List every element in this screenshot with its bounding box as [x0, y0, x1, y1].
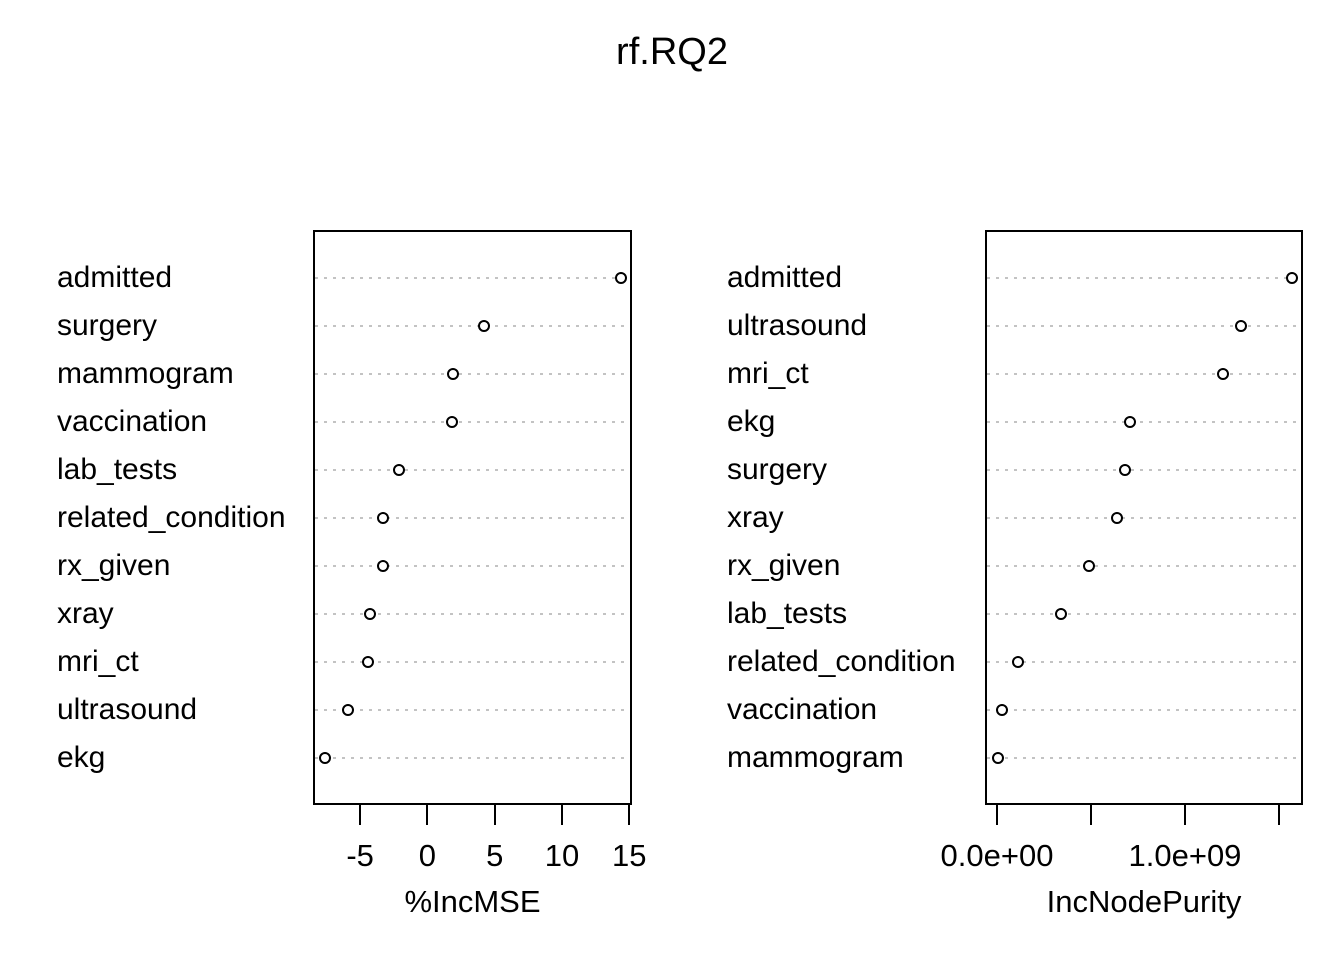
dotted-gridline	[315, 756, 630, 759]
data-point-circle	[341, 703, 354, 716]
category-label: vaccination	[57, 404, 208, 438]
x-axis-tick	[1183, 805, 1186, 825]
x-axis-tick	[996, 805, 999, 825]
x-axis-tick	[1277, 805, 1280, 825]
x-axis-tick	[561, 805, 563, 825]
dotted-gridline	[987, 420, 1301, 423]
dotted-gridline	[315, 660, 630, 663]
category-label: surgery	[57, 308, 158, 342]
category-label: ekg	[57, 740, 106, 774]
data-point-circle	[446, 415, 459, 428]
data-point-circle	[446, 367, 459, 380]
dotted-gridline	[987, 276, 1301, 279]
category-label: related_condition	[57, 500, 286, 534]
dotted-gridline	[315, 564, 630, 567]
category-label: admitted	[727, 260, 843, 294]
data-point-circle	[393, 463, 406, 476]
x-axis-title: %IncMSE	[404, 884, 541, 919]
data-point-circle	[362, 655, 375, 668]
x-axis-tick	[1090, 805, 1092, 825]
data-point-circle	[996, 703, 1009, 716]
category-label: vaccination	[727, 692, 878, 726]
dotted-gridline	[987, 468, 1301, 471]
dotted-gridline	[315, 708, 630, 711]
dotted-gridline	[987, 612, 1301, 615]
dotted-gridline	[987, 516, 1301, 519]
dotted-gridline	[315, 372, 630, 375]
data-point-circle	[477, 319, 490, 332]
data-point-circle	[363, 607, 376, 620]
dotted-gridline	[987, 564, 1301, 567]
data-point-circle	[1235, 319, 1248, 332]
plot-border	[313, 230, 632, 805]
dotted-gridline	[315, 324, 630, 327]
dotted-gridline	[987, 372, 1301, 375]
data-point-circle	[1216, 367, 1229, 380]
dotted-gridline	[987, 324, 1301, 327]
category-label: related_condition	[727, 644, 956, 678]
category-label: admitted	[57, 260, 173, 294]
category-label: ekg	[727, 404, 776, 438]
data-point-circle	[376, 511, 389, 524]
category-label: xray	[57, 596, 114, 630]
data-point-circle	[1286, 271, 1299, 284]
dotted-gridline	[315, 276, 630, 279]
x-axis-tick	[426, 805, 429, 825]
data-point-circle	[991, 751, 1004, 764]
category-label: mammogram	[57, 356, 234, 390]
dotted-gridline	[987, 708, 1301, 711]
category-label: rx_given	[727, 548, 841, 582]
data-point-circle	[1054, 607, 1067, 620]
plot-title: rf.RQ2	[616, 31, 728, 73]
category-label: ultrasound	[727, 308, 868, 342]
dotted-gridline	[315, 468, 630, 471]
category-label: rx_given	[57, 548, 171, 582]
category-label: mammogram	[727, 740, 904, 774]
x-axis-tick-label: 15	[612, 838, 647, 873]
dotted-gridline	[315, 612, 630, 615]
data-point-circle	[1111, 511, 1124, 524]
category-label: xray	[727, 500, 784, 534]
dotted-gridline	[987, 756, 1301, 759]
category-label: lab_tests	[57, 452, 178, 486]
data-point-circle	[376, 559, 389, 572]
x-axis-tick-label: -5	[346, 838, 374, 873]
x-axis-tick-label: 1.0e+09	[1128, 838, 1242, 873]
category-label: lab_tests	[727, 596, 848, 630]
x-axis-tick-label: 10	[544, 838, 580, 873]
plot-border	[985, 230, 1303, 805]
x-axis-tick-label: 0	[418, 838, 437, 873]
data-point-circle	[615, 271, 628, 284]
data-point-circle	[1118, 463, 1131, 476]
x-axis-tick-label: 0.0e+00	[940, 838, 1054, 873]
x-axis-tick	[628, 805, 631, 825]
x-axis-title: IncNodePurity	[1046, 884, 1242, 919]
data-point-circle	[1011, 655, 1024, 668]
x-axis-tick-label: 5	[486, 838, 504, 873]
data-point-circle	[1124, 415, 1137, 428]
dotted-gridline	[315, 516, 630, 519]
category-label: surgery	[727, 452, 828, 486]
category-label: mri_ct	[727, 356, 809, 390]
dotted-gridline	[315, 420, 630, 423]
data-point-circle	[319, 751, 332, 764]
data-point-circle	[1083, 559, 1096, 572]
x-axis-tick	[493, 805, 496, 825]
dotted-gridline	[987, 660, 1301, 663]
x-axis-tick	[359, 805, 362, 825]
category-label: ultrasound	[57, 692, 198, 726]
category-label: mri_ct	[57, 644, 139, 678]
